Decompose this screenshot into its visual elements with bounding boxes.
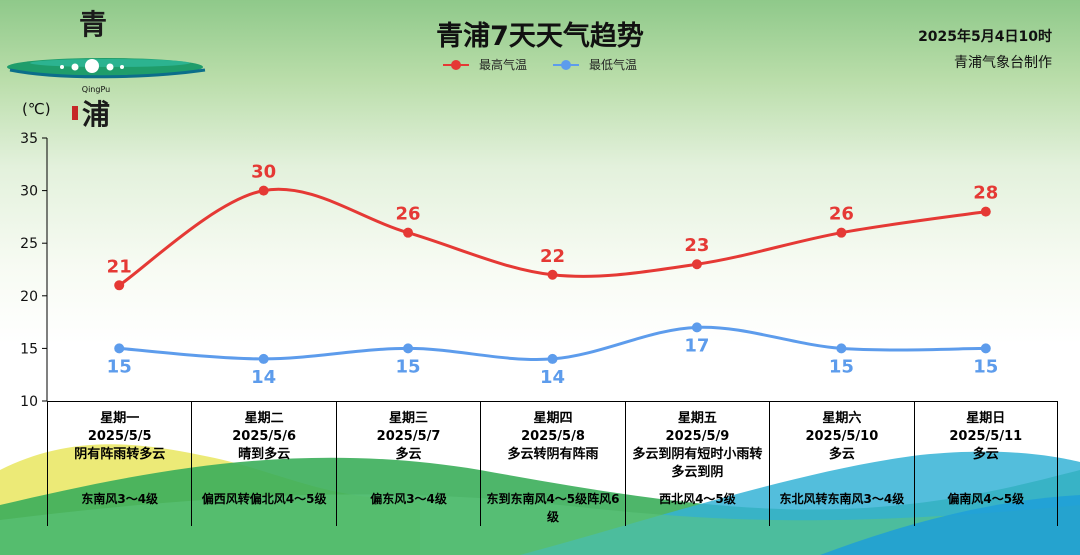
day-date: 2025/5/7 <box>376 429 441 444</box>
day-date: 2025/5/10 <box>805 429 879 444</box>
logo-char-pu: 浦 <box>82 98 110 131</box>
day-weather: 多云转阴有阵雨 <box>507 447 599 462</box>
logo-pinyin: QingPu <box>82 85 110 94</box>
data-label-high: 26 <box>829 204 854 225</box>
y-axis-unit: (℃) <box>22 100 51 118</box>
data-label-low: 15 <box>829 356 854 377</box>
data-label-low: 15 <box>107 356 132 377</box>
day-date: 2025/5/5 <box>87 429 152 444</box>
day-weekday: 星期二 <box>244 411 284 426</box>
day-cell: 星期六 2025/5/10 多云东北风转东南风3～4级 <box>769 402 913 526</box>
legend-item-low[interactable]: 最低气温 <box>553 56 637 73</box>
day-weekday: 星期六 <box>822 411 862 426</box>
point-high <box>980 206 991 217</box>
data-label-high: 22 <box>540 246 565 267</box>
day-cell: 星期四 2025/5/8 多云转阴有阵雨东到东南风4～5级阵风6级 <box>480 402 624 526</box>
data-label-high: 26 <box>396 204 421 225</box>
data-label-low: 17 <box>684 335 709 356</box>
y-tick-label: 35 <box>20 131 38 147</box>
point-low <box>836 343 847 354</box>
point-high <box>691 259 702 270</box>
day-date: 2025/5/8 <box>521 429 585 444</box>
point-high <box>114 280 125 291</box>
y-tick-label: 20 <box>20 289 38 305</box>
day-weekday: 星期日 <box>966 411 1006 426</box>
wave-blue-right <box>820 495 1080 555</box>
day-wind: 东北风转东南风3～4级 <box>779 492 905 506</box>
data-label-low: 15 <box>973 356 998 377</box>
data-label-low: 14 <box>540 367 565 388</box>
point-low <box>258 353 269 364</box>
legend-swatch-high <box>442 59 469 71</box>
legend: 最高气温 最低气温 <box>0 56 1080 73</box>
day-wind: 东南风3～4级 <box>81 492 159 506</box>
point-high <box>836 227 847 238</box>
day-weather: 多云 <box>395 447 422 462</box>
day-cell: 星期二 2025/5/6 晴到多云偏西风转偏北风4～5级 <box>191 402 335 526</box>
point-low <box>114 343 125 354</box>
day-date: 2025/5/6 <box>232 429 297 444</box>
issue-time: 2025年5月4日10时 <box>918 29 1052 45</box>
day-cell: 星期三 2025/5/7 多云偏东风3～4级 <box>335 402 480 526</box>
point-high <box>403 227 414 238</box>
day-weekday: 星期五 <box>677 411 717 426</box>
day-cell: 星期日 2025/5/11 多云偏南风4～5级 <box>913 402 1058 526</box>
legend-swatch-low <box>553 59 579 71</box>
point-low <box>980 343 991 354</box>
logo-dot <box>85 59 99 73</box>
point-high <box>258 185 269 196</box>
day-weekday: 星期四 <box>533 411 573 426</box>
day-weather: 晴到多云 <box>238 447 291 462</box>
data-label-high: 21 <box>107 256 132 277</box>
day-wind: 西北风4～5级 <box>659 492 736 506</box>
logo-char-qing: 青 <box>79 8 107 41</box>
day-weather: 多云到阴有短时小雨转多云到阴 <box>632 447 763 480</box>
legend-label-low: 最低气温 <box>589 58 638 72</box>
data-label-high: 30 <box>251 162 276 183</box>
y-tick-label: 30 <box>20 184 38 200</box>
y-tick-label: 15 <box>20 341 38 357</box>
page-title: 青浦7天天气趋势 <box>436 21 644 52</box>
day-date: 2025/5/11 <box>949 429 1023 444</box>
day-wind: 偏西风转偏北风4～5级 <box>201 492 327 506</box>
day-wind: 东到东南风4～5级阵风6级 <box>486 492 620 524</box>
day-wind: 偏东风3～4级 <box>370 492 447 506</box>
logo-seal <box>72 106 78 120</box>
day-weekday: 星期一 <box>100 411 140 426</box>
day-cell: 星期一 2025/5/5 阴有阵雨转多云 东南风3～4级 <box>47 402 191 526</box>
legend-label-high: 最高气温 <box>478 58 527 72</box>
qingpu-logo: 青 QingPu 浦 <box>7 8 206 131</box>
day-weather: 多云 <box>828 447 855 462</box>
y-tick-label: 25 <box>20 236 38 252</box>
day-date: 2025/5/9 <box>665 429 730 444</box>
y-tick-label: 10 <box>20 394 38 410</box>
source-label: 青浦气象台制作 <box>954 55 1052 71</box>
day-weather: 阴有阵雨转多云 <box>74 447 166 462</box>
point-low <box>403 343 414 354</box>
data-label-high: 28 <box>973 183 998 204</box>
point-low <box>547 353 558 364</box>
day-wind: 偏南风4～5级 <box>947 492 1025 506</box>
day-weekday: 星期三 <box>389 411 429 426</box>
point-low <box>691 322 702 333</box>
day-cell: 星期五 2025/5/9 多云到阴有短时小雨转多云到阴西北风4～5级 <box>624 402 769 526</box>
legend-item-high[interactable]: 最高气温 <box>442 56 527 73</box>
data-label-low: 14 <box>251 367 276 388</box>
point-high <box>547 269 558 280</box>
data-label-high: 23 <box>684 235 709 256</box>
wave-light <box>0 494 1080 555</box>
data-label-low: 15 <box>396 356 421 377</box>
daily-forecast-table: 星期一 2025/5/5 阴有阵雨转多云 东南风3～4级 星期二 2025/5/6 晴到多云… <box>47 401 1058 526</box>
day-weather: 多云 <box>972 447 999 462</box>
